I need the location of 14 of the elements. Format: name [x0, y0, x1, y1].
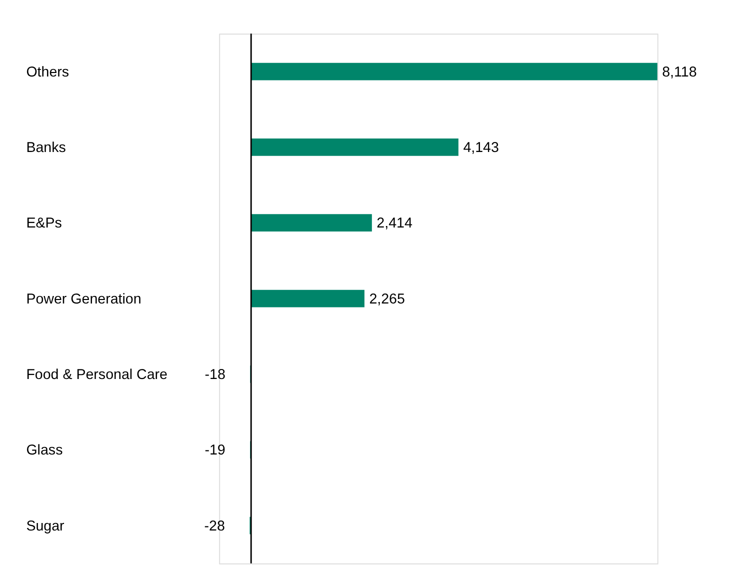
y-tick-label: Glass [26, 442, 63, 459]
y-tick-label: Sugar [26, 518, 65, 534]
data-label: 4,143 [463, 140, 499, 156]
y-tick-label: Food & Personal Care [26, 366, 168, 383]
data-label: 8,118 [662, 64, 697, 80]
y-tick-label: Others [26, 64, 70, 80]
y-tick-label: Power Generation [26, 291, 142, 308]
y-tick-label: E&Ps [26, 216, 62, 232]
data-label: -18 [204, 366, 226, 383]
data-label: 2,414 [376, 216, 412, 232]
y-tick-label: Banks [26, 140, 66, 156]
data-label: 2,265 [369, 291, 406, 308]
data-label: -19 [204, 442, 226, 459]
data-label: -28 [204, 518, 225, 534]
